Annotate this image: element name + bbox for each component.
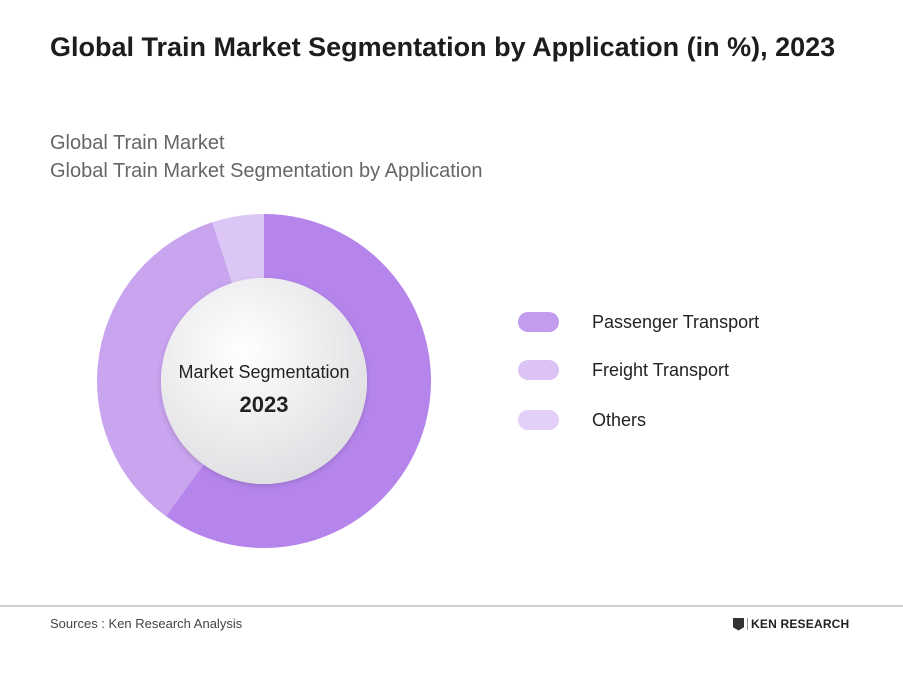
legend-swatch bbox=[518, 312, 559, 332]
legend-item-others[interactable]: Others bbox=[518, 409, 646, 431]
legend-label: Passenger Transport bbox=[592, 311, 760, 332]
chart-subtitle-2: Global Train Market Segmentation by Appl… bbox=[50, 160, 483, 182]
slice-freight-transport bbox=[97, 222, 233, 517]
slice-passenger-transport bbox=[165, 214, 432, 548]
legend-label: Others bbox=[592, 409, 647, 430]
chart-subtitle-1: Global Train Market bbox=[50, 132, 225, 154]
source-note: Sources : Ken Research Analysis bbox=[50, 616, 243, 631]
logo-shield-icon bbox=[733, 617, 744, 631]
legend-swatch bbox=[518, 360, 559, 380]
legend-item-passenger[interactable]: Passenger Transport bbox=[518, 311, 759, 333]
donut-center bbox=[161, 278, 367, 484]
legend-swatch bbox=[518, 410, 559, 430]
footer-divider bbox=[0, 605, 903, 607]
slice-others bbox=[212, 214, 264, 284]
legend-item-freight[interactable]: Freight Transport bbox=[518, 359, 729, 381]
center-label: Market Segmentation bbox=[178, 362, 349, 382]
chart-title: Global Train Market Segmentation by Appl… bbox=[50, 32, 836, 62]
center-value: 2023 bbox=[240, 392, 289, 417]
legend-label: Freight Transport bbox=[592, 359, 730, 380]
ken-research-logo: KEN RESEARCH bbox=[733, 617, 849, 631]
logo-text: KEN RESEARCH bbox=[751, 617, 850, 631]
donut-chart: Market Segmentation 2023 bbox=[97, 214, 432, 548]
